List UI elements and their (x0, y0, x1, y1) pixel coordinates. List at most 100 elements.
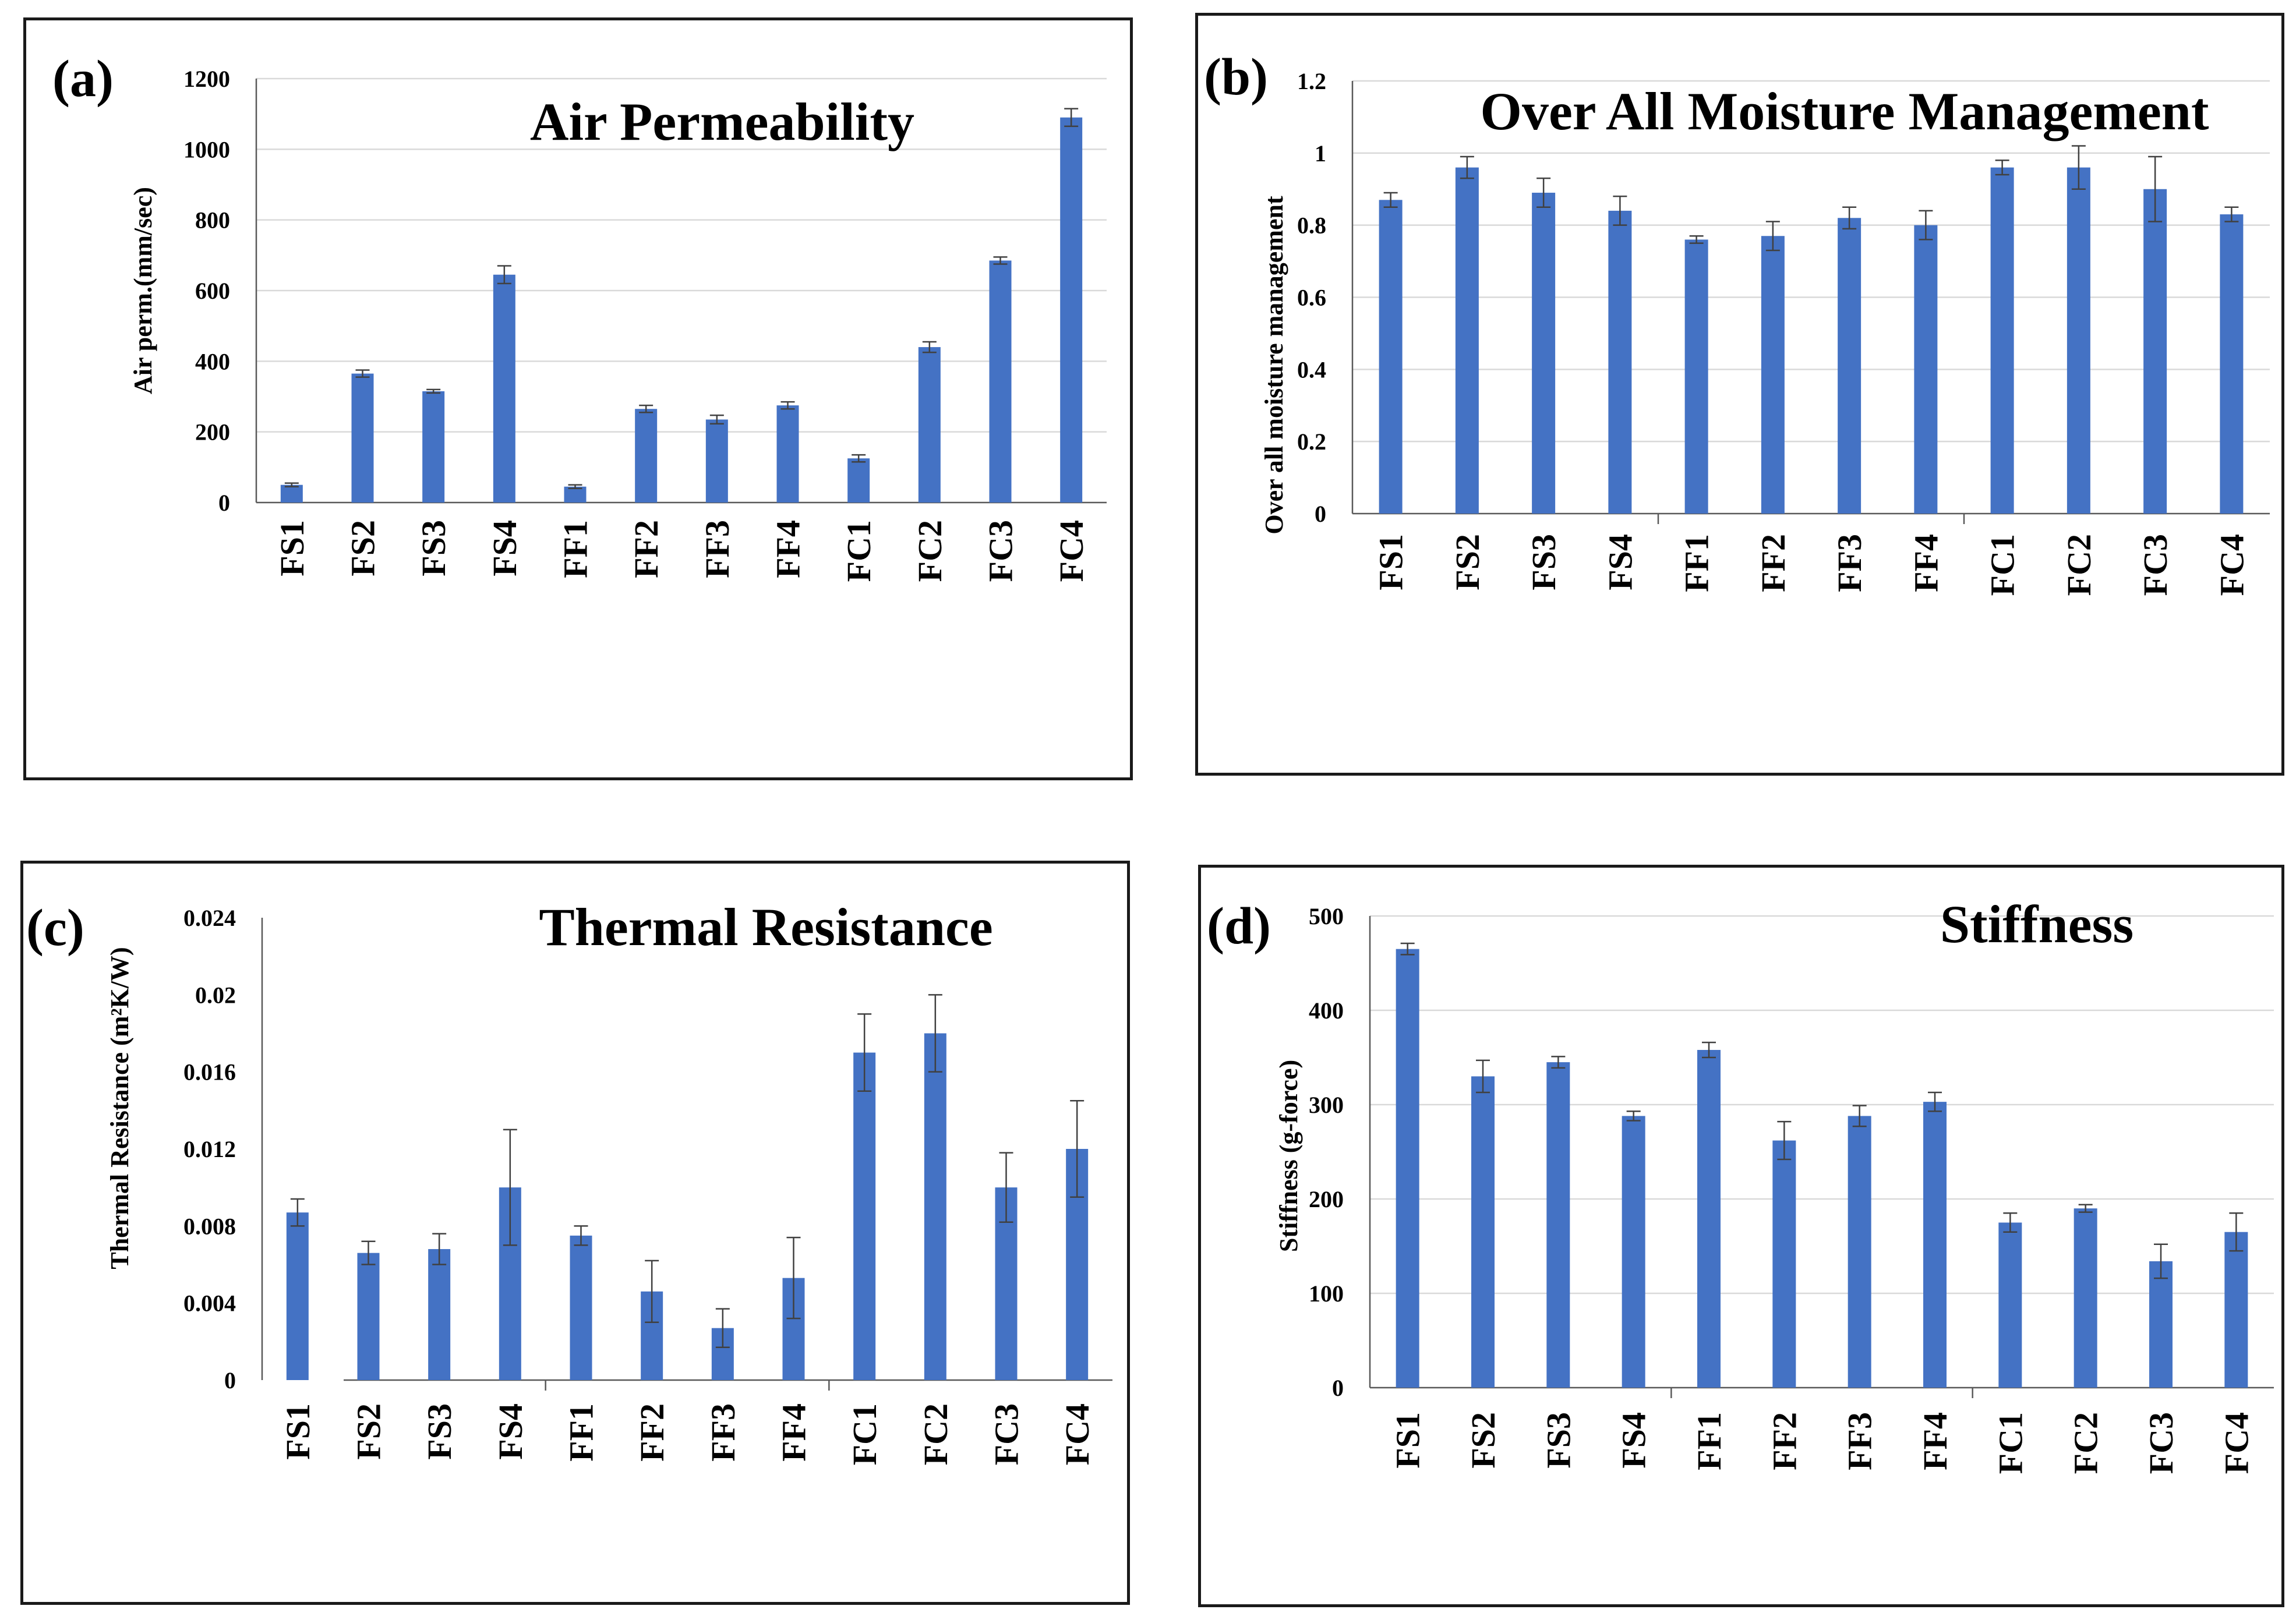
x-category-label: FF4 (1907, 534, 1945, 592)
y-tick-label: 0 (1332, 1375, 1344, 1401)
x-category-label: FF2 (633, 1403, 671, 1462)
y-tick-label: 0.012 (183, 1136, 236, 1162)
y-tick-label: 400 (195, 348, 230, 374)
y-tick-label: 800 (195, 207, 230, 234)
bar-ff1 (1684, 239, 1708, 514)
x-category-label: FS1 (279, 1403, 317, 1460)
y-tick-label: 200 (195, 419, 230, 445)
panel-label: (a) (52, 50, 114, 108)
bar-fc2 (2067, 167, 2090, 514)
y-tick-label: 300 (1309, 1092, 1344, 1118)
bar-fc4 (2224, 1232, 2248, 1388)
x-category-label: FC3 (988, 1403, 1026, 1465)
bar-fc3 (2149, 1261, 2173, 1388)
y-axis-label: Air perm.(mm/sec) (129, 187, 157, 394)
x-category-label: FF4 (1916, 1412, 1954, 1470)
x-category-label: FC3 (2142, 1412, 2180, 1474)
bar-fc2 (2074, 1208, 2097, 1388)
x-category-label: FC3 (982, 520, 1020, 582)
y-tick-label: 0 (1315, 501, 1326, 527)
thermal-resistance-chart: 0 0.004 0.008 0.012 0.016 0.02 0.024 FS1 FS2 FS3 F… (26, 897, 1112, 1465)
y-tick-label: 500 (1309, 903, 1344, 929)
bar-ff4 (1923, 1102, 1947, 1388)
bar-fs1 (1379, 200, 1403, 514)
panel-label: (c) (26, 899, 84, 957)
chart-title: Stiffness (1940, 894, 2133, 954)
bar-fs3 (422, 391, 445, 503)
bar-fc4 (2220, 214, 2244, 514)
x-category-label: FS1 (1372, 534, 1410, 590)
y-tick-label: 0.024 (183, 905, 236, 931)
bar-fs4 (1622, 1116, 1645, 1388)
y-tick-label: 100 (1309, 1281, 1344, 1307)
bar-fc1 (853, 1052, 876, 1380)
bar-ff1 (1697, 1050, 1721, 1388)
x-category-label: FS3 (415, 520, 453, 576)
bar-fc1 (847, 458, 870, 503)
x-category-label: FC4 (2217, 1412, 2255, 1474)
x-category-label: FS4 (1601, 534, 1639, 590)
bar-ff3 (705, 419, 728, 503)
x-category-label: FF4 (775, 1403, 813, 1462)
x-category-label: FC4 (1058, 1403, 1096, 1465)
bar-fs4 (1608, 210, 1632, 514)
x-category-label: FF1 (1678, 534, 1716, 592)
chart-title: Air Permeability (530, 92, 914, 151)
bar-fc2 (918, 347, 941, 503)
x-category-label: FF2 (1765, 1412, 1803, 1470)
chart-panel-air-permeability: 0 200 400 600 800 1000 1200 FS1 FS2 FS3 FS4 FF1 FF2 F… (23, 17, 1133, 780)
x-category-label: FC3 (2136, 534, 2174, 596)
bar-fs2 (357, 1253, 380, 1380)
bar-ff1 (564, 486, 587, 503)
bar-fs3 (428, 1249, 451, 1380)
y-axis-label: Over all moisture management (1260, 196, 1288, 535)
x-category-label: FS1 (1389, 1412, 1427, 1469)
y-tick-label: 1 (1315, 140, 1326, 167)
y-tick-label: 1000 (183, 136, 230, 162)
x-category-label: FF3 (1831, 534, 1868, 592)
x-category-label: FF1 (1690, 1412, 1728, 1470)
x-category-label: FS2 (344, 520, 382, 576)
bar-fs3 (1532, 192, 1556, 514)
x-category-label: FC2 (2060, 534, 2098, 596)
air-permeability-chart: 0 200 400 600 800 1000 1200 FS1 FS2 FS3 FS4 FF1 FF2 F… (52, 50, 1107, 582)
x-category-label: FC2 (917, 1403, 955, 1465)
bar-fs2 (1471, 1076, 1495, 1388)
y-tick-label: 1.2 (1297, 68, 1326, 94)
bar-fs2 (351, 373, 374, 503)
chart-title: Thermal Resistance (539, 897, 992, 957)
bar-ff2 (635, 409, 658, 503)
x-category-label: FC1 (1991, 1412, 2029, 1474)
bar-fc3 (2143, 189, 2167, 514)
bar-fs1 (286, 1212, 309, 1380)
bar-fc3 (989, 260, 1012, 503)
chart-panel-thermal-resistance: 0 0.004 0.008 0.012 0.016 0.02 0.024 FS1 FS2 FS3 F… (20, 861, 1130, 1605)
y-tick-label: 400 (1309, 998, 1344, 1024)
y-tick-label: 1200 (183, 66, 230, 92)
x-category-label: FS2 (1464, 1412, 1502, 1469)
y-tick-label: 600 (195, 278, 230, 304)
x-category-label: FF3 (698, 520, 736, 578)
x-category-label: FC1 (840, 520, 878, 582)
y-tick-label: 0.4 (1297, 356, 1326, 383)
x-category-label: FC4 (1052, 520, 1090, 582)
x-category-label: FS2 (1449, 534, 1486, 590)
y-tick-label: 0 (224, 1367, 236, 1393)
x-category-label: FS4 (1615, 1412, 1653, 1469)
x-category-label: FS3 (421, 1403, 458, 1460)
x-category-label: FF3 (704, 1403, 742, 1462)
bar-ff3 (1838, 218, 1861, 514)
bar-ff4 (1914, 225, 1938, 514)
x-category-label: FF1 (557, 520, 595, 578)
x-category-label: FS4 (486, 520, 524, 576)
y-axis-label: Stiffness (g-force) (1274, 1060, 1303, 1252)
x-category-label: FF1 (563, 1403, 601, 1462)
bar-ff2 (1761, 236, 1785, 514)
y-tick-label: 0 (218, 490, 230, 516)
y-tick-label: 200 (1309, 1186, 1344, 1212)
panel-label: (d) (1207, 897, 1271, 955)
x-category-label: FS4 (492, 1403, 529, 1460)
y-tick-label: 0.6 (1297, 285, 1326, 311)
bar-ff4 (776, 405, 799, 503)
x-category-label: FS3 (1539, 1412, 1577, 1469)
